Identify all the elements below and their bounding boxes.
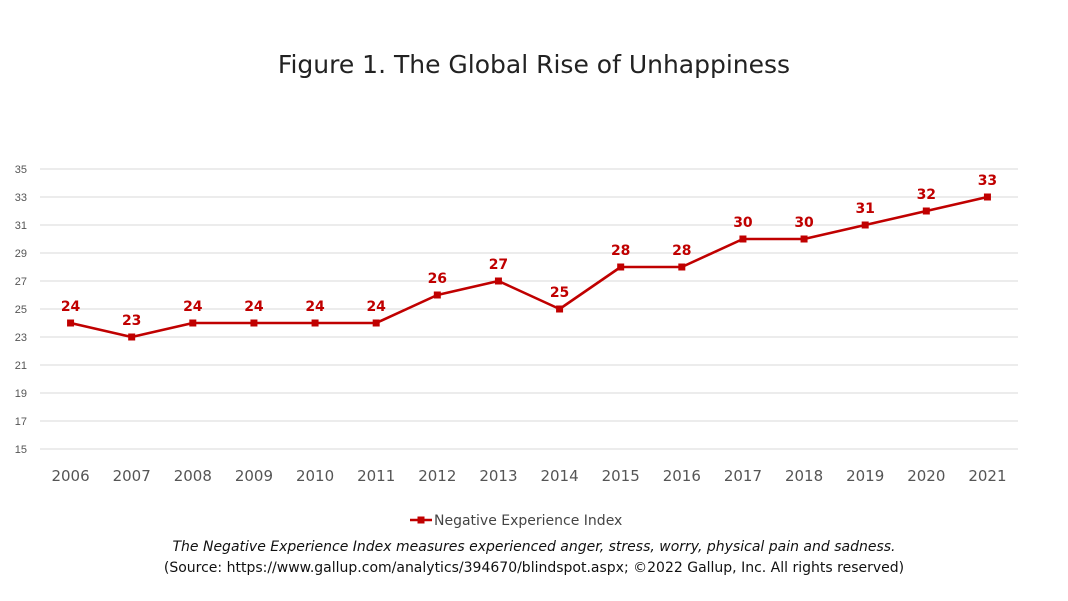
y-tick-label: 33 bbox=[15, 192, 27, 204]
data-point bbox=[861, 221, 869, 229]
x-tick-label: 2006 bbox=[51, 467, 89, 485]
data-point bbox=[250, 319, 258, 327]
y-tick-label: 35 bbox=[15, 164, 27, 176]
data-label: 28 bbox=[611, 243, 630, 259]
data-label: 23 bbox=[122, 313, 141, 329]
data-point bbox=[372, 319, 380, 327]
series-negative-experience-index bbox=[67, 193, 991, 341]
data-label: 24 bbox=[244, 299, 264, 315]
data-point bbox=[922, 207, 930, 215]
data-point bbox=[739, 235, 747, 243]
data-point bbox=[67, 319, 75, 327]
x-tick-label: 2009 bbox=[235, 467, 273, 485]
data-label: 24 bbox=[305, 299, 325, 315]
chart-title: Figure 1. The Global Rise of Unhappiness bbox=[278, 50, 790, 79]
x-tick-label: 2020 bbox=[907, 467, 945, 485]
legend-label: Negative Experience Index bbox=[434, 513, 622, 529]
y-tick-label: 19 bbox=[15, 388, 27, 400]
y-tick-label: 25 bbox=[15, 304, 27, 316]
data-point bbox=[128, 333, 136, 341]
y-tick-label: 31 bbox=[15, 220, 27, 232]
data-point bbox=[617, 263, 625, 271]
y-tick-label: 23 bbox=[15, 332, 27, 344]
series-line bbox=[70, 195, 988, 339]
y-tick-label: 29 bbox=[15, 248, 27, 260]
y-axis-ticks: 15 17 19 21 23 25 27 29 31 33 35 bbox=[15, 164, 27, 456]
x-tick-label: 2021 bbox=[968, 467, 1006, 485]
data-point bbox=[433, 291, 441, 299]
data-label: 30 bbox=[733, 215, 753, 231]
data-label: 27 bbox=[489, 257, 508, 273]
x-tick-label: 2016 bbox=[663, 467, 701, 485]
data-label: 30 bbox=[794, 215, 814, 231]
data-label: 32 bbox=[917, 187, 936, 203]
chart-note: The Negative Experience Index measures e… bbox=[172, 539, 896, 555]
x-tick-label: 2007 bbox=[113, 467, 151, 485]
x-tick-label: 2008 bbox=[174, 467, 212, 485]
x-tick-label: 2010 bbox=[296, 467, 334, 485]
data-label: 28 bbox=[672, 243, 691, 259]
x-tick-label: 2014 bbox=[540, 467, 578, 485]
data-point bbox=[800, 235, 808, 243]
data-label: 31 bbox=[855, 201, 874, 217]
y-tick-label: 21 bbox=[15, 360, 27, 372]
data-label: 33 bbox=[978, 173, 997, 189]
y-tick-label: 17 bbox=[15, 416, 27, 428]
data-point bbox=[311, 319, 319, 327]
x-tick-label: 2013 bbox=[479, 467, 517, 485]
legend: Negative Experience Index bbox=[410, 513, 622, 529]
data-point bbox=[189, 319, 197, 327]
data-point bbox=[678, 263, 686, 271]
x-tick-label: 2015 bbox=[602, 467, 640, 485]
x-tick-label: 2018 bbox=[785, 467, 823, 485]
gridlines bbox=[40, 168, 1018, 450]
data-point bbox=[494, 277, 502, 285]
data-labels: 24 23 24 24 24 24 26 27 25 28 28 30 30 31 32 33 bbox=[61, 173, 997, 329]
data-label: 24 bbox=[366, 299, 386, 315]
data-point bbox=[983, 193, 991, 201]
data-label: 24 bbox=[61, 299, 81, 315]
data-point bbox=[556, 305, 564, 313]
x-tick-label: 2017 bbox=[724, 467, 762, 485]
chart-source: (Source: https://www.gallup.com/analytic… bbox=[163, 560, 905, 576]
y-tick-label: 27 bbox=[15, 276, 27, 288]
x-tick-label: 2019 bbox=[846, 467, 884, 485]
data-label: 25 bbox=[550, 285, 569, 301]
legend-square-icon bbox=[417, 516, 425, 524]
data-label: 24 bbox=[183, 299, 203, 315]
x-axis-ticks: 2006 2007 2008 2009 2010 2011 2012 2013 2014 2015… bbox=[51, 467, 1006, 485]
data-label: 26 bbox=[428, 271, 447, 287]
y-tick-label: 15 bbox=[15, 444, 27, 456]
x-tick-label: 2011 bbox=[357, 467, 395, 485]
x-tick-label: 2012 bbox=[418, 467, 456, 485]
